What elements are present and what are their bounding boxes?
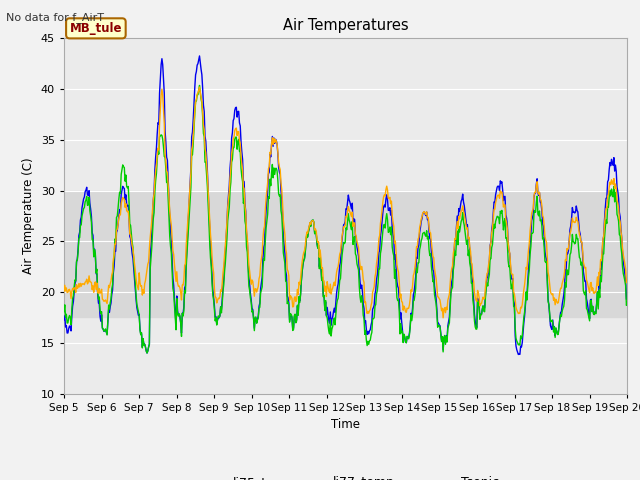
Text: MB_tule: MB_tule	[70, 22, 122, 35]
Title: Air Temperatures: Air Temperatures	[283, 18, 408, 33]
Legend: li75_t, li77_temp, Tsonic: li75_t, li77_temp, Tsonic	[187, 471, 504, 480]
Bar	[64, 191, 627, 317]
Text: No data for f_AirT: No data for f_AirT	[6, 12, 104, 23]
Y-axis label: Air Temperature (C): Air Temperature (C)	[22, 158, 35, 274]
X-axis label: Time: Time	[331, 418, 360, 431]
